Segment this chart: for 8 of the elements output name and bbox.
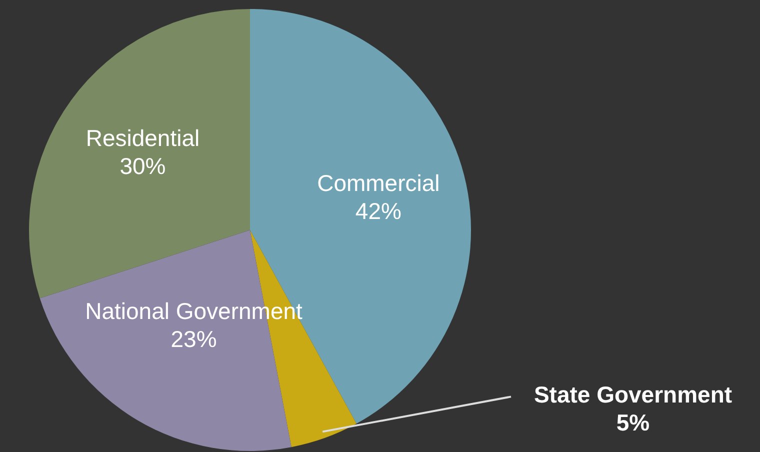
data-label: 23% <box>170 326 217 352</box>
slice-label: State Government <box>534 382 732 408</box>
data-label: 42% <box>355 198 402 224</box>
data-label: 30% <box>120 153 166 180</box>
data-label: 5% <box>616 410 650 436</box>
pie-slice <box>29 9 250 298</box>
slice-label: Commercial <box>317 170 440 196</box>
slice-label: Residential <box>86 125 200 152</box>
